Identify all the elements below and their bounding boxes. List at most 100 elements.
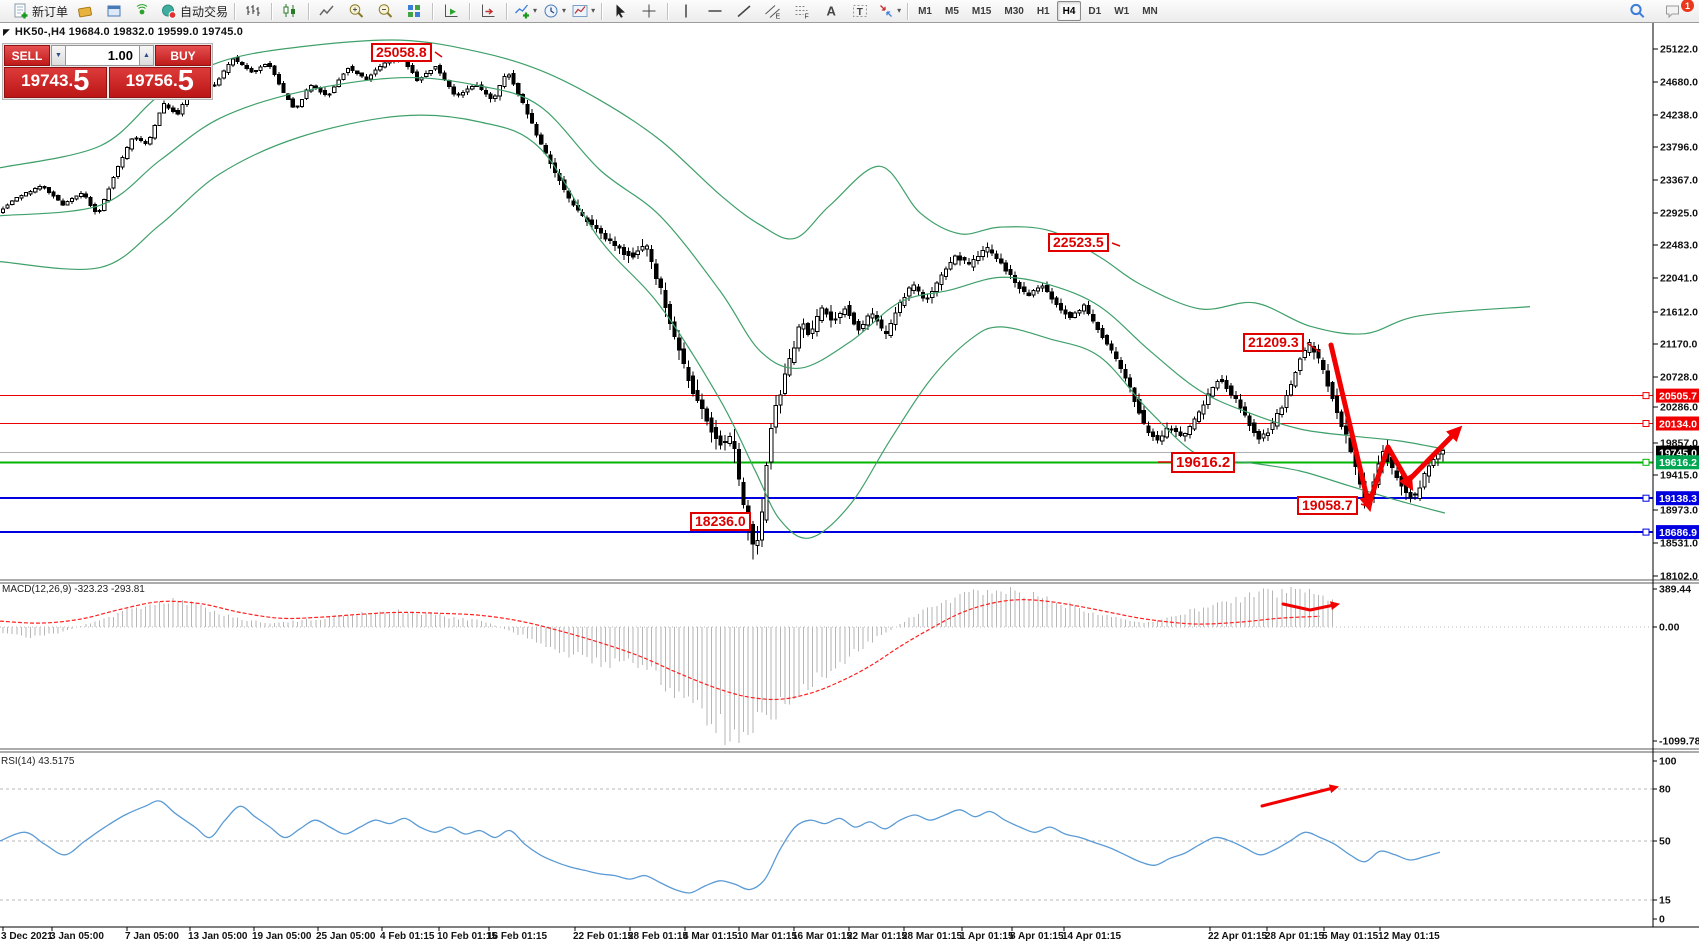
rsi-tick-label: 50 bbox=[1659, 836, 1671, 848]
timeframe-w1-button[interactable]: W1 bbox=[1114, 5, 1130, 17]
sell-price[interactable]: 19743. 5 bbox=[4, 67, 107, 98]
time-tick-label: 7 Jan 05:00 bbox=[125, 931, 179, 942]
time-tick-label: 12 May 01:15 bbox=[1378, 931, 1440, 942]
indicators-button[interactable]: ▾ bbox=[511, 1, 539, 21]
new-chart-button[interactable] bbox=[100, 1, 128, 21]
zoomin-icon bbox=[349, 4, 364, 18]
price-tick-label: 20728.0 bbox=[1660, 372, 1698, 384]
vertical-line-button[interactable] bbox=[672, 1, 700, 21]
volume-input[interactable] bbox=[66, 45, 139, 66]
horizontal-line-button[interactable] bbox=[701, 1, 729, 21]
dropdown-arrow-icon[interactable]: ▾ bbox=[533, 6, 538, 15]
line-endpoint-handle[interactable] bbox=[1642, 528, 1650, 536]
price-annotation[interactable]: 18236.0 bbox=[690, 512, 751, 531]
sell-button[interactable]: SELL bbox=[4, 45, 50, 66]
chat-button[interactable]: 1 bbox=[1659, 0, 1694, 21]
rsi-label: RSI(14) 43.5175 bbox=[1, 756, 75, 767]
signals-button[interactable] bbox=[129, 1, 157, 21]
svg-text:20134.0: 20134.0 bbox=[1659, 418, 1697, 430]
svg-text:20505.7: 20505.7 bbox=[1659, 390, 1697, 402]
dropdown-arrow-icon[interactable]: ▾ bbox=[562, 6, 567, 15]
trend-arrow-annotation[interactable] bbox=[1281, 602, 1336, 612]
timeframe-d1-button[interactable]: D1 bbox=[1088, 5, 1102, 17]
toolbar: 新订单 自动交易 ▾ ▾ ▾ E F A T ▾ M1 M5 M15 M30 H1 H4 D1 W1 MN 1 bbox=[0, 0, 1699, 23]
volume-increase-button[interactable]: ▲ bbox=[139, 45, 154, 66]
trend-arrow-annotation[interactable] bbox=[1403, 430, 1458, 486]
tile-windows-button[interactable] bbox=[400, 1, 428, 21]
bar-chart-button[interactable] bbox=[239, 1, 267, 21]
timeframe-mn-button[interactable]: MN bbox=[1142, 5, 1158, 17]
line-chart-button[interactable] bbox=[313, 1, 341, 21]
price-annotation[interactable]: 19058.7 bbox=[1297, 496, 1358, 515]
text-label-button[interactable]: T bbox=[846, 1, 874, 21]
search-button[interactable] bbox=[1623, 1, 1651, 21]
volume-decrease-button[interactable]: ▼ bbox=[51, 45, 66, 66]
bollinger-middle-band bbox=[0, 76, 1446, 450]
buy-button[interactable]: BUY bbox=[155, 45, 211, 66]
time-tick-label: 10 Feb 01:15 bbox=[437, 931, 497, 942]
arrows-shapes-button[interactable]: ▾ bbox=[875, 1, 903, 21]
volume-box: ▼ ▲ bbox=[51, 45, 154, 66]
time-tick-label: 28 Mar 01:15 bbox=[902, 931, 962, 942]
timeframe-m30-button[interactable]: M30 bbox=[1004, 5, 1024, 17]
svg-text:T: T bbox=[857, 7, 863, 18]
trend-arrow-annotation[interactable] bbox=[1328, 342, 1371, 505]
new-order-icon bbox=[14, 3, 28, 19]
toolbar-separator bbox=[432, 2, 434, 20]
periods-button[interactable]: ▾ bbox=[540, 1, 568, 21]
price-tick-label: 18102.0 bbox=[1660, 571, 1698, 583]
dropdown-arrow-icon[interactable]: ▾ bbox=[897, 6, 902, 15]
crosshair-button[interactable] bbox=[635, 1, 663, 21]
trend-arrow-annotation[interactable] bbox=[1260, 786, 1335, 808]
price-annotation[interactable]: 21209.3 bbox=[1243, 333, 1304, 352]
price-annotation[interactable]: 19616.2 bbox=[1171, 452, 1236, 473]
price-tick-label: 21612.0 bbox=[1660, 307, 1698, 319]
cursor-button[interactable] bbox=[606, 1, 634, 21]
crosshair-icon bbox=[642, 4, 656, 18]
timeframe-h1-button[interactable]: H1 bbox=[1036, 5, 1050, 17]
buy-price[interactable]: 19756. 5 bbox=[108, 67, 211, 98]
time-tick-label: 3 Dec 2021 bbox=[1, 931, 53, 942]
line-endpoint-handle[interactable] bbox=[1642, 458, 1650, 466]
price-tick-label: 22925.0 bbox=[1660, 208, 1698, 220]
dropdown-arrow-icon[interactable]: ▾ bbox=[591, 6, 596, 15]
signals-icon bbox=[136, 4, 148, 15]
linechart-icon bbox=[319, 5, 334, 16]
text-button[interactable]: A bbox=[817, 1, 845, 21]
toolbar-separator bbox=[506, 2, 508, 20]
autotrade-icon bbox=[162, 4, 177, 19]
price-tick-label: 18973.0 bbox=[1660, 505, 1698, 517]
timeframe-h4-button[interactable]: H4 bbox=[1056, 1, 1082, 21]
trend-arrow-annotation[interactable] bbox=[1366, 444, 1411, 507]
time-tick-label: 13 Jan 05:00 bbox=[188, 931, 248, 942]
price-annotation[interactable]: 25058.8 bbox=[371, 43, 432, 62]
auto-trading-button[interactable]: 自动交易 bbox=[158, 1, 230, 21]
fibo-icon: F bbox=[795, 6, 809, 20]
time-tick-label: 22 Apr 01:15 bbox=[1208, 931, 1268, 942]
price-annotation[interactable]: 22523.5 bbox=[1048, 233, 1109, 252]
profiles-button[interactable] bbox=[71, 1, 99, 21]
auto-scroll-button[interactable] bbox=[437, 1, 465, 21]
line-endpoint-handle[interactable] bbox=[1642, 392, 1650, 400]
chart-shift-button[interactable] bbox=[474, 1, 502, 21]
zoom-out-button[interactable] bbox=[371, 1, 399, 21]
zoom-in-button[interactable] bbox=[342, 1, 370, 21]
timeframe-m1-button[interactable]: M1 bbox=[918, 5, 932, 17]
timeframe-m5-button[interactable]: M5 bbox=[945, 5, 959, 17]
trendline-button[interactable] bbox=[730, 1, 758, 21]
new-order-button[interactable]: 新订单 bbox=[10, 1, 70, 21]
line-endpoint-handle[interactable] bbox=[1642, 494, 1650, 502]
chat-icon bbox=[1666, 5, 1679, 19]
macd-tick-label: -1099.78 bbox=[1659, 736, 1699, 748]
timeframe-m15-button[interactable]: M15 bbox=[971, 5, 992, 17]
templates-button[interactable]: ▾ bbox=[569, 1, 597, 21]
fibonacci-button[interactable]: F bbox=[788, 1, 816, 21]
rsi-tick-label: 0 bbox=[1659, 914, 1665, 926]
panel-toggle-icon[interactable]: ◤ bbox=[3, 26, 10, 37]
channel-button[interactable]: E bbox=[759, 1, 787, 21]
candlestick-chart-button[interactable] bbox=[276, 1, 304, 21]
line-endpoint-handle[interactable] bbox=[1642, 420, 1650, 427]
price-tick-label: 24680.0 bbox=[1660, 77, 1698, 89]
time-tick-label: 16 Feb 01:15 bbox=[487, 931, 547, 942]
